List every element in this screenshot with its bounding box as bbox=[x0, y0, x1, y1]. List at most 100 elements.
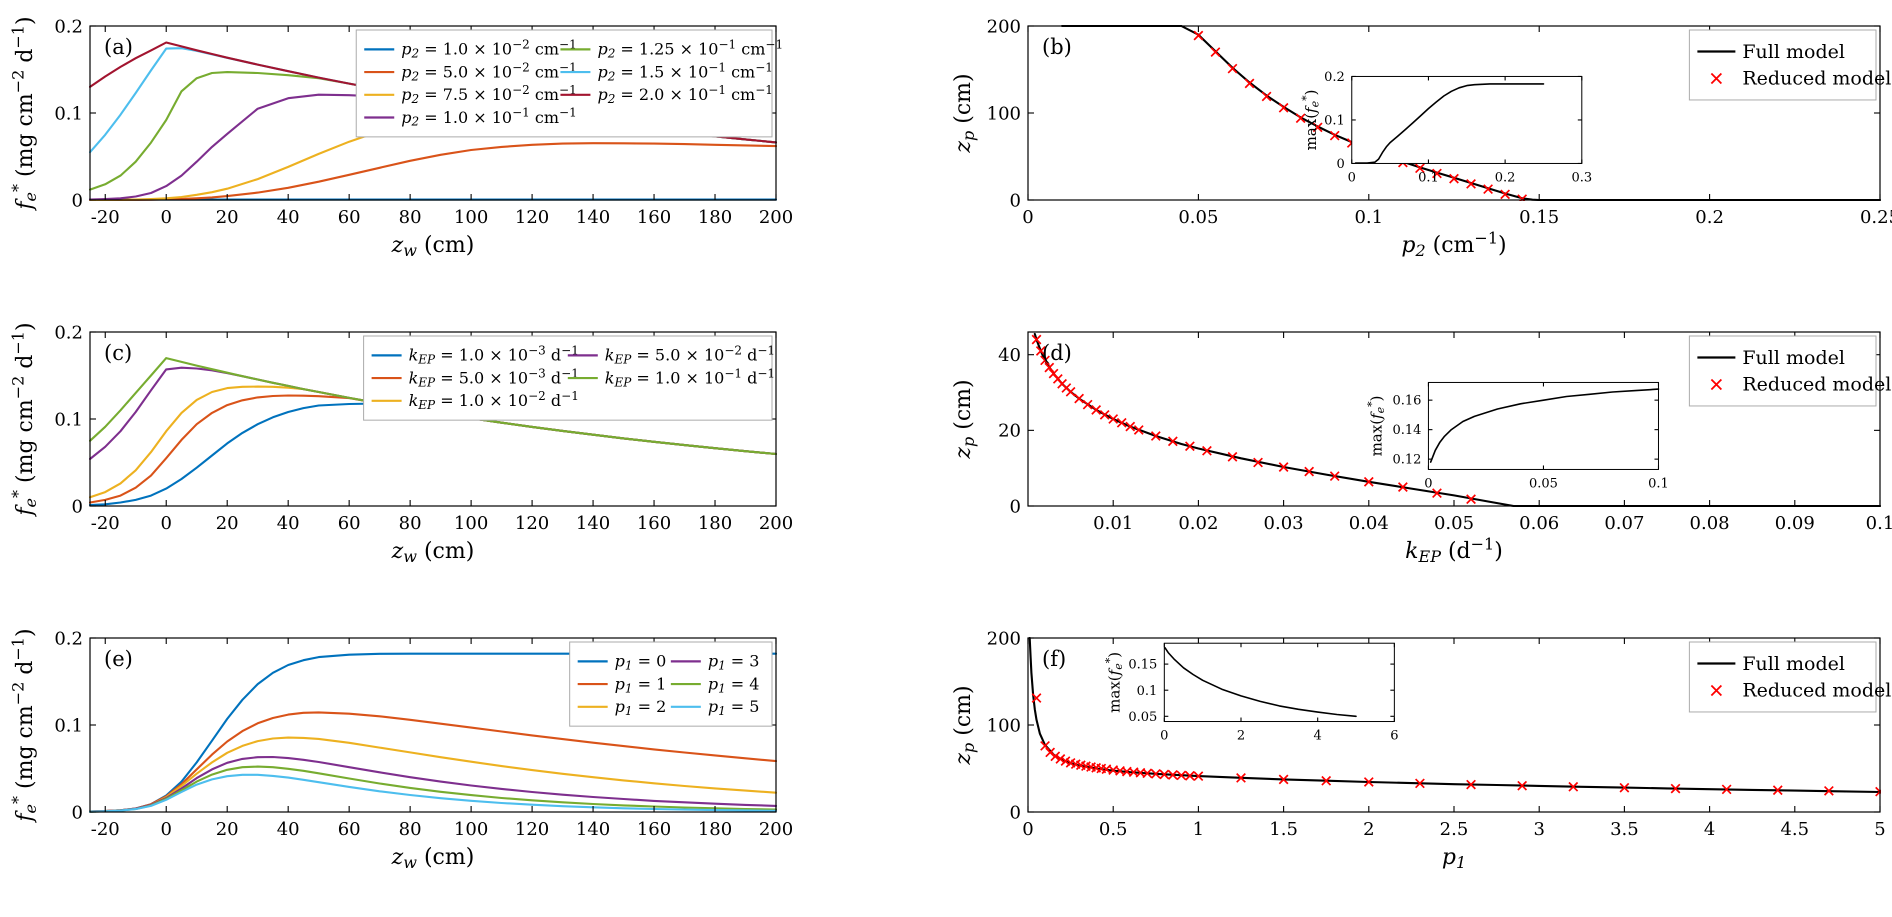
svg-text:zw (cm): zw (cm) bbox=[391, 539, 475, 566]
panel-a-chart: -20 0 20 40 60 80 100 120 140 160 180 200 0 0.1 0.2 zw … bbox=[9, 16, 793, 260]
svg-text:max(fe*): max(fe*) bbox=[1366, 395, 1387, 456]
svg-text:0: 0 bbox=[1424, 476, 1432, 491]
svg-text:0.1: 0.1 bbox=[1648, 476, 1669, 491]
svg-text:p2 = 7.5 × 10−2 cm−1: p2 = 7.5 × 10−2 cm−1 bbox=[401, 83, 576, 106]
svg-text:6: 6 bbox=[1390, 729, 1398, 744]
svg-text:(f): (f) bbox=[1042, 647, 1066, 671]
panel-e: -20 0 20 40 60 80 100 120 140 160 180 200 0 0.1 0.2 zw … bbox=[0, 612, 946, 917]
svg-text:zp (cm): zp (cm) bbox=[951, 685, 978, 765]
svg-text:Reduced model: Reduced model bbox=[1742, 680, 1891, 702]
svg-text:0.16: 0.16 bbox=[1392, 394, 1421, 409]
svg-text:60: 60 bbox=[338, 207, 361, 228]
panel-c: -20 0 20 40 60 80 100 120 140 160 180 200 0 0.1 0.2 zw … bbox=[0, 306, 946, 612]
svg-text:(d): (d) bbox=[1042, 341, 1072, 365]
panel-d-chart: 0.01 0.02 0.03 0.04 0.05 0.06 0.07 0.08 0.09 0.1 0… bbox=[951, 331, 1892, 566]
svg-text:(e): (e) bbox=[104, 647, 133, 671]
svg-text:kEP = 1.0 × 10−1 d−1: kEP = 1.0 × 10−1 d−1 bbox=[605, 366, 775, 389]
panel-b: 0 0.05 0.1 0.15 0.2 0.25 0 100 200 p2 (cm−1) zp (c… bbox=[946, 0, 1892, 306]
panel-b-chart: 0 0.05 0.1 0.15 0.2 0.25 0 100 200 p2 (cm−1) zp (c… bbox=[951, 16, 1892, 260]
svg-text:max(fe*): max(fe*) bbox=[1104, 652, 1125, 713]
svg-text:0.1: 0.1 bbox=[54, 103, 83, 124]
svg-text:60: 60 bbox=[338, 513, 361, 534]
svg-text:4: 4 bbox=[1704, 819, 1715, 840]
svg-text:p1 = 5: p1 = 5 bbox=[708, 697, 760, 718]
svg-text:0: 0 bbox=[1022, 819, 1033, 840]
svg-text:kEP = 5.0 × 10−3 d−1: kEP = 5.0 × 10−3 d−1 bbox=[409, 366, 579, 389]
svg-text:0: 0 bbox=[160, 513, 171, 534]
svg-text:180: 180 bbox=[698, 513, 732, 534]
svg-text:kEP = 5.0 × 10−2 d−1: kEP = 5.0 × 10−2 d−1 bbox=[605, 344, 775, 367]
panel-f: 0 0.5 1 1.5 2 2.5 3 3.5 4 4.5 5 0 100 200 p1 zp (cm) (f)… bbox=[946, 612, 1892, 917]
svg-text:kEP = 1.0 × 10−3 d−1: kEP = 1.0 × 10−3 d−1 bbox=[409, 344, 579, 367]
svg-text:(a): (a) bbox=[104, 35, 133, 59]
svg-text:0: 0 bbox=[1022, 207, 1033, 228]
svg-text:0.1: 0.1 bbox=[1324, 114, 1345, 129]
svg-text:0.05: 0.05 bbox=[1529, 476, 1558, 491]
svg-text:fe* (mg cm−2 d−1): fe* (mg cm−2 d−1) bbox=[9, 628, 40, 823]
svg-text:3.5: 3.5 bbox=[1610, 819, 1639, 840]
svg-text:100: 100 bbox=[454, 513, 488, 534]
svg-text:120: 120 bbox=[515, 819, 549, 840]
svg-text:2: 2 bbox=[1363, 819, 1374, 840]
svg-text:200: 200 bbox=[759, 819, 793, 840]
svg-text:100: 100 bbox=[454, 819, 488, 840]
svg-text:200: 200 bbox=[759, 513, 793, 534]
svg-text:100: 100 bbox=[987, 715, 1021, 736]
panel-e-chart: -20 0 20 40 60 80 100 120 140 160 180 200 0 0.1 0.2 zw … bbox=[9, 628, 793, 872]
svg-text:p2 = 2.0 × 10−1 cm−1: p2 = 2.0 × 10−1 cm−1 bbox=[597, 83, 772, 106]
svg-text:p2 = 5.0 × 10−2 cm−1: p2 = 5.0 × 10−2 cm−1 bbox=[401, 60, 576, 83]
svg-text:1.5: 1.5 bbox=[1269, 819, 1298, 840]
svg-text:p1 = 0: p1 = 0 bbox=[615, 652, 667, 673]
svg-text:p1 = 2: p1 = 2 bbox=[615, 697, 667, 718]
svg-text:0.15: 0.15 bbox=[1519, 207, 1559, 228]
svg-text:-20: -20 bbox=[91, 513, 120, 534]
svg-text:80: 80 bbox=[399, 513, 422, 534]
svg-text:140: 140 bbox=[576, 513, 610, 534]
svg-text:max(fe*): max(fe*) bbox=[1300, 89, 1321, 150]
svg-text:0.1: 0.1 bbox=[54, 715, 83, 736]
svg-text:Reduced model: Reduced model bbox=[1742, 68, 1891, 90]
svg-text:0: 0 bbox=[72, 190, 83, 211]
svg-text:zw (cm): zw (cm) bbox=[391, 233, 475, 260]
svg-text:0.2: 0.2 bbox=[1324, 70, 1345, 85]
svg-text:p1: p1 bbox=[1442, 845, 1466, 872]
svg-text:p1 = 3: p1 = 3 bbox=[708, 652, 760, 673]
svg-text:160: 160 bbox=[637, 513, 671, 534]
svg-text:0.05: 0.05 bbox=[1178, 207, 1218, 228]
svg-text:120: 120 bbox=[515, 207, 549, 228]
svg-text:180: 180 bbox=[698, 207, 732, 228]
svg-text:2: 2 bbox=[1237, 729, 1245, 744]
svg-text:80: 80 bbox=[399, 207, 422, 228]
svg-text:Reduced model: Reduced model bbox=[1742, 374, 1891, 396]
svg-text:100: 100 bbox=[454, 207, 488, 228]
svg-text:zp (cm): zp (cm) bbox=[951, 379, 978, 459]
svg-text:0: 0 bbox=[1336, 157, 1344, 172]
svg-text:0: 0 bbox=[1010, 802, 1021, 823]
svg-text:140: 140 bbox=[576, 207, 610, 228]
svg-text:Full model: Full model bbox=[1742, 41, 1845, 63]
svg-text:0.14: 0.14 bbox=[1392, 423, 1421, 438]
svg-text:20: 20 bbox=[998, 421, 1021, 442]
svg-text:0.15: 0.15 bbox=[1128, 658, 1157, 673]
svg-text:0.2: 0.2 bbox=[54, 628, 83, 649]
svg-text:60: 60 bbox=[338, 819, 361, 840]
svg-text:0.5: 0.5 bbox=[1099, 819, 1128, 840]
svg-text:kEP = 1.0 × 10−2 d−1: kEP = 1.0 × 10−2 d−1 bbox=[409, 389, 579, 412]
svg-text:0.1: 0.1 bbox=[1866, 513, 1892, 534]
svg-text:3: 3 bbox=[1533, 819, 1544, 840]
svg-text:p2 = 1.0 × 10−1 cm−1: p2 = 1.0 × 10−1 cm−1 bbox=[401, 106, 576, 129]
svg-text:p1 = 4: p1 = 4 bbox=[708, 674, 760, 695]
svg-text:0.05: 0.05 bbox=[1434, 513, 1474, 534]
svg-text:fe* (mg cm−2 d−1): fe* (mg cm−2 d−1) bbox=[9, 322, 40, 517]
svg-text:0.04: 0.04 bbox=[1349, 513, 1389, 534]
svg-text:0.2: 0.2 bbox=[1495, 170, 1516, 185]
svg-text:0.02: 0.02 bbox=[1178, 513, 1218, 534]
svg-text:40: 40 bbox=[277, 207, 300, 228]
svg-text:120: 120 bbox=[515, 513, 549, 534]
svg-text:20: 20 bbox=[216, 513, 239, 534]
svg-text:kEP (d−1): kEP (d−1) bbox=[1405, 535, 1503, 566]
svg-text:p1 = 1: p1 = 1 bbox=[615, 674, 667, 695]
svg-text:0.25: 0.25 bbox=[1860, 207, 1892, 228]
svg-text:0: 0 bbox=[1160, 729, 1168, 744]
svg-text:1: 1 bbox=[1193, 819, 1204, 840]
